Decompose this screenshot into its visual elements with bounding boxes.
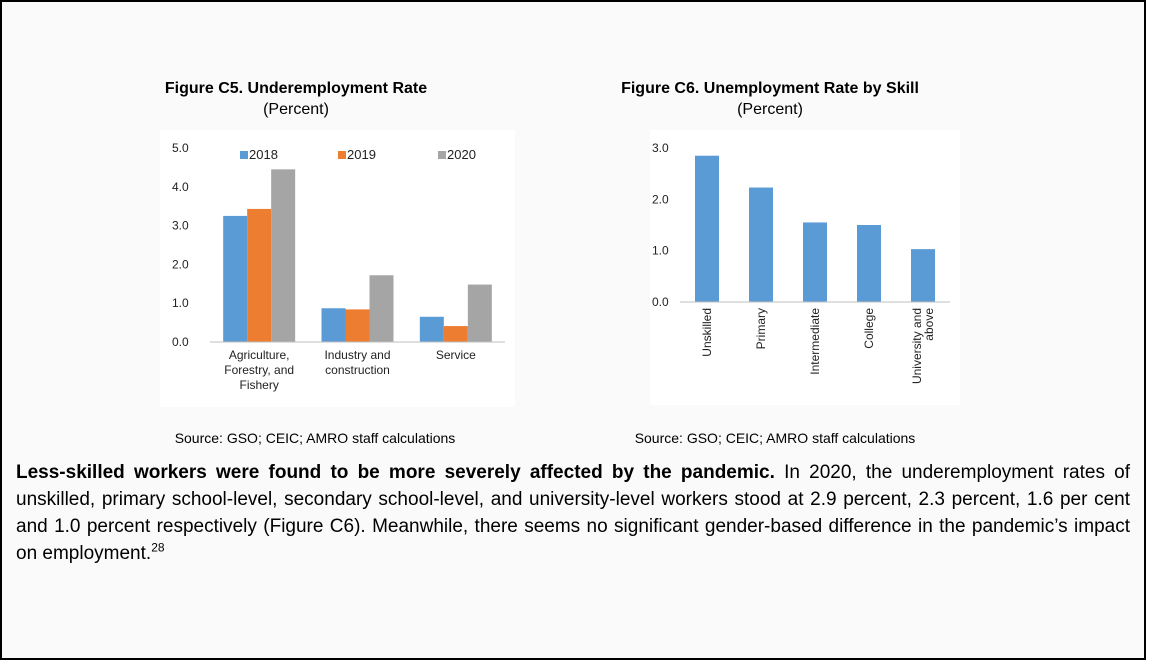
x-tick-label: University and	[910, 308, 924, 384]
bar	[857, 225, 881, 302]
bar-2020	[271, 169, 296, 342]
legend-label-2018: 2018	[249, 147, 278, 162]
bar-2019	[247, 208, 272, 342]
body-paragraph: Less-skilled workers were found to be mo…	[16, 459, 1130, 567]
x-tick-label: Industry and	[324, 348, 390, 362]
x-tick-label: Fishery	[239, 378, 278, 392]
bar-2018	[321, 308, 346, 342]
x-tick-label: construction	[325, 363, 390, 377]
legend-swatch-2018	[240, 151, 248, 159]
x-tick-label: College	[862, 308, 876, 349]
legend-label-2020: 2020	[447, 147, 476, 162]
figure-c5-svg: 0.0 1.0 2.0 3.0 4.0 5.0 Agriculture,Forestry, …	[172, 141, 505, 392]
y-tick-label: 3.0	[172, 219, 189, 233]
y-tick-label: 0.0	[652, 295, 669, 309]
bar-2020	[467, 284, 492, 342]
bar	[911, 249, 935, 302]
x-tick-label: Intermediate	[808, 308, 822, 375]
paragraph-lead: Less-skilled workers were found to be mo…	[16, 462, 775, 483]
y-tick-label: 5.0	[172, 141, 189, 155]
bar-2019	[345, 309, 370, 342]
bar	[695, 155, 719, 302]
y-tick-label: 3.0	[652, 141, 669, 155]
x-tick-label: Agriculture,	[229, 348, 290, 362]
figure-c6-source: Source: GSO; CEIC; AMRO staff calculatio…	[634, 430, 916, 446]
x-tick-label: Service	[436, 348, 476, 362]
bar	[749, 187, 773, 302]
figure-c5-source: Source: GSO; CEIC; AMRO staff calculatio…	[174, 430, 456, 446]
figure-c6-svg: 0.0 1.0 2.0 3.0 Unskilled Primary Intermediate…	[652, 141, 950, 384]
y-tick-label: 2.0	[172, 257, 189, 271]
y-tick-label: 0.0	[172, 335, 189, 349]
paragraph-body: In 2020, the underemployment rates of un…	[16, 462, 1130, 564]
figure-c6-subtitle: (Percent)	[737, 101, 803, 118]
bar-2020	[369, 275, 394, 342]
figure-c5-subtitle: (Percent)	[263, 101, 329, 118]
y-tick-label: 4.0	[172, 180, 189, 194]
bar-2018	[419, 316, 444, 342]
figure-c5-title: Figure C5. Underemployment Rate	[164, 80, 428, 97]
figure-c6-chart: 0.0 1.0 2.0 3.0 Unskilled Primary Intermediate…	[650, 130, 960, 405]
y-tick-label: 1.0	[172, 296, 189, 310]
footnote-marker: 28	[151, 540, 165, 555]
legend-swatch-2019	[338, 151, 346, 159]
legend-swatch-2020	[438, 151, 446, 159]
figure-c6-title: Figure C6. Unemployment Rate by Skill	[621, 80, 919, 97]
y-tick-label: 1.0	[652, 244, 669, 258]
x-tick-label: Unskilled	[700, 308, 714, 357]
legend-label-2019: 2019	[347, 147, 376, 162]
figure-c5-chart: 0.0 1.0 2.0 3.0 4.0 5.0 Agriculture, Forestry, …	[160, 130, 515, 407]
y-tick-label: 2.0	[652, 192, 669, 206]
bar-2019	[443, 326, 468, 342]
bar	[803, 222, 827, 302]
x-tick-label: Primary	[754, 308, 768, 349]
x-tick-label: Forestry, and	[224, 363, 294, 377]
bar-2018	[223, 215, 248, 342]
x-tick-label: above	[922, 308, 936, 341]
